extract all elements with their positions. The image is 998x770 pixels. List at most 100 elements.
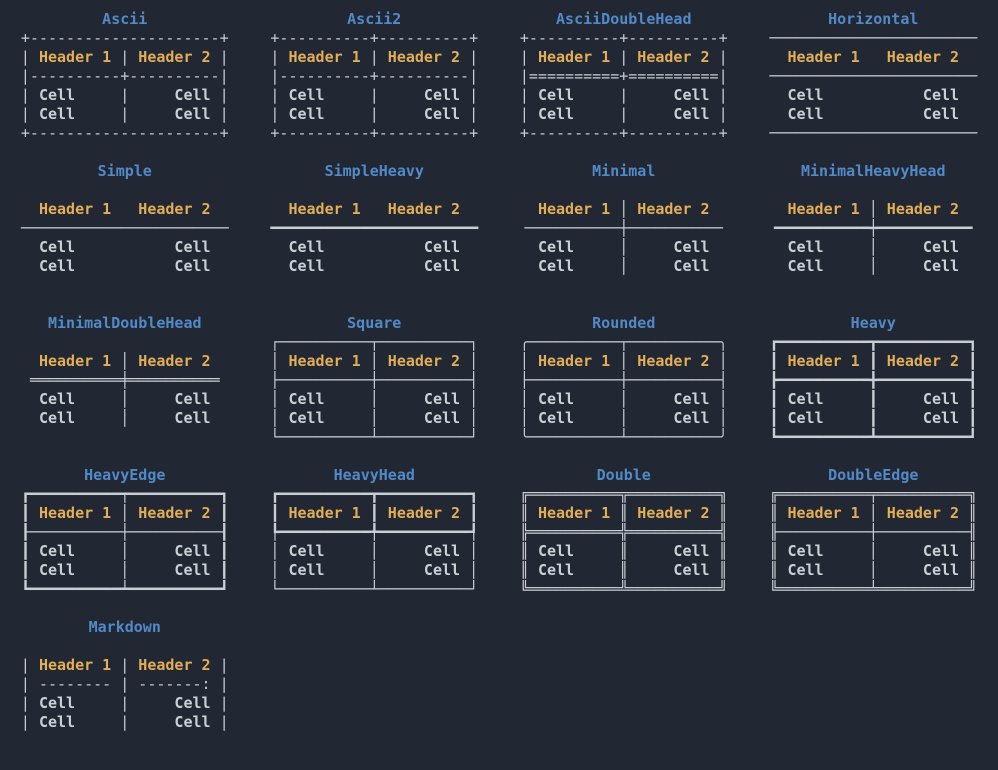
table-border: │ [520, 409, 538, 427]
header-cell-text: Header 2 [138, 48, 210, 66]
table-row: ║ Cell ║ Cell ║ [520, 542, 728, 561]
cell-text: Cell [787, 105, 823, 123]
table-border: |----------+----------| [21, 67, 229, 85]
table-border [710, 200, 728, 218]
table-row: │ Cell │ Cell │ [270, 561, 478, 580]
table-border: +----------+----------+ [270, 29, 478, 47]
table-border: │ [325, 542, 424, 560]
table-row: ╠══════════╬══════════╣ [520, 523, 728, 542]
table-row: Header 1 Header 2 [270, 200, 478, 219]
cell-text: Cell [288, 257, 324, 275]
table-row [21, 181, 229, 200]
cell-text: Cell [424, 409, 460, 427]
table-row: Cell │ Cell [520, 257, 728, 276]
table-title: Rounded [592, 314, 655, 333]
table-row: | Header 1 | Header 2 | [270, 48, 478, 67]
table-border: | [211, 694, 229, 712]
header-cell-text: Header 1 [538, 504, 610, 522]
table-title: Minimal [592, 162, 655, 181]
table-border: │ [574, 257, 673, 275]
cell-text: Cell [39, 86, 75, 104]
table-row: ┃ Cell ┃ Cell ┃ [769, 390, 977, 409]
table-border: │ [270, 390, 288, 408]
demo-rounded: Rounded ╭──────────┬──────────╮│ Header … [499, 314, 749, 466]
table-border: │ [460, 561, 478, 579]
table-border: ╠══════════╬══════════╣ [520, 523, 728, 541]
header-cell-text: Header 2 [138, 504, 210, 522]
table-row [21, 637, 229, 656]
table-border: | [21, 713, 39, 731]
cell-text: Cell [174, 561, 210, 579]
header-cell-text: Header 2 [637, 352, 709, 370]
demo-heavy: Heavy ┏━━━━━━━━━━┳━━━━━━━━━━┓┃ Header 1 … [749, 314, 998, 466]
table-row: ║ Cell │ Cell ║ [769, 561, 977, 580]
table-border [959, 86, 977, 104]
table-border: | [270, 48, 288, 66]
cell-text: Cell [673, 105, 709, 123]
cell-text: Cell [787, 238, 823, 256]
table-border: ╟──────────┼──────────╢ [769, 523, 977, 541]
demo-simple: Simple Header 1 Header 2 ───────────────… [0, 162, 250, 314]
table-border [111, 200, 138, 218]
cell-text: Cell [424, 105, 460, 123]
table-row: ├──────────┼──────────┤ [520, 371, 728, 390]
header-cell-text: Header 1 [288, 48, 360, 66]
table-row [21, 333, 229, 352]
table-border: ║ [520, 504, 538, 522]
cell-text: Cell [288, 238, 324, 256]
cell-text: Cell [787, 390, 823, 408]
cell-text: Cell [174, 542, 210, 560]
table-row: |----------+----------| [270, 67, 478, 86]
table-row: ║ Header 1 │ Header 2 ║ [769, 504, 977, 523]
table-row: ┃ Header 1 │ Header 2 ┃ [21, 504, 229, 523]
table-border [21, 352, 39, 370]
table-row: Cell │ Cell [21, 409, 229, 428]
table-border [270, 200, 288, 218]
table-border: │ [75, 409, 174, 427]
table-border: ║ [520, 542, 538, 560]
table-row: +---------------------+ [21, 124, 229, 143]
table-border: ║ [710, 561, 728, 579]
table-border: ┃ [860, 352, 887, 370]
table-row: ┃ Cell │ Cell ┃ [21, 542, 229, 561]
header-cell-text: Header 1 [538, 200, 610, 218]
table-preview: Header 1 │ Header 2 ══════════╪═════════… [21, 333, 229, 447]
cell-text: Cell [424, 561, 460, 579]
table-title: Horizontal [828, 10, 918, 29]
table-border: │ [710, 409, 728, 427]
table-border: │ [270, 561, 288, 579]
cell-text: Cell [39, 257, 75, 275]
table-border: ║ [574, 561, 673, 579]
table-border: | [211, 713, 229, 731]
table-row: | Cell | Cell | [21, 713, 229, 732]
header-cell-text: Header 2 [388, 200, 460, 218]
table-border: │ [75, 542, 174, 560]
table-border: ├──────────┼──────────┤ [520, 371, 728, 389]
table-border: ══════════╪══════════ [21, 371, 229, 389]
table-border: │ [824, 238, 923, 256]
table-border: ║ [520, 561, 538, 579]
table-border: ╺━━━━━━━━━━┿━━━━━━━━━━╸ [769, 219, 977, 237]
table-row: | Header 1 | Header 2 | [21, 48, 229, 67]
table-row: ┡━━━━━━━━━━╇━━━━━━━━━━┩ [270, 523, 478, 542]
table-border: | [21, 105, 39, 123]
table-border [460, 257, 478, 275]
table-row: ╟──────────┼──────────╢ [769, 523, 977, 542]
cell-text: Cell [424, 542, 460, 560]
cell-text: Cell [787, 257, 823, 275]
header-cell-text: Header 1 [787, 352, 859, 370]
table-border: +----------+----------+ [520, 29, 728, 47]
table-border: | [111, 656, 138, 674]
header-cell-text: Header 2 [637, 200, 709, 218]
table-border: │ [325, 561, 424, 579]
table-row: | Cell | Cell | [21, 105, 229, 124]
table-border: ┗━━━━━━━━━━┷━━━━━━━━━━┛ [21, 580, 229, 598]
table-row: ┏━━━━━━━━━━┳━━━━━━━━━━┓ [270, 485, 478, 504]
table-border: │ [460, 409, 478, 427]
table-border: ┏━━━━━━━━━━┳━━━━━━━━━━┓ [270, 485, 478, 503]
cell-text: Cell [923, 257, 959, 275]
table-border: │ [460, 352, 478, 370]
demo-double: Double ╔══════════╦══════════╗║ Header 1… [499, 466, 749, 618]
terminal-output: Ascii +---------------------+| Header 1 … [0, 0, 998, 751]
